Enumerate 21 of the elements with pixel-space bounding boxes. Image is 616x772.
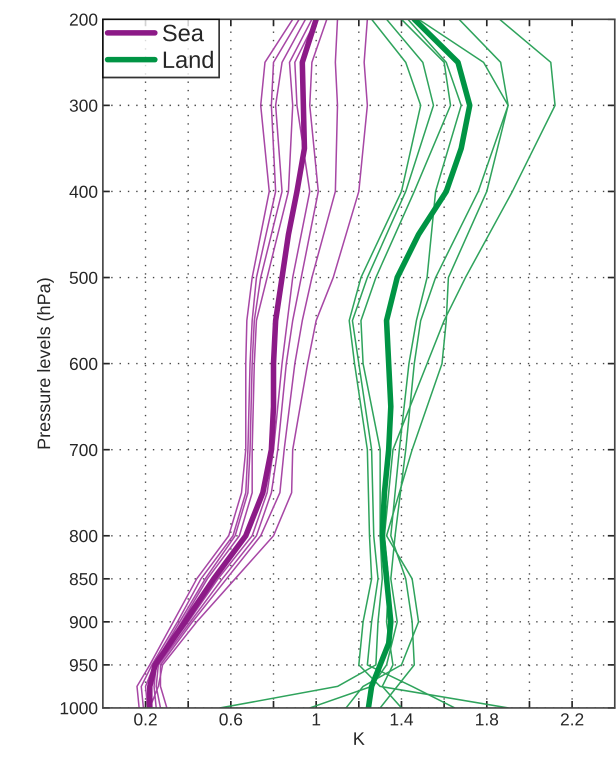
- y-tick-label: 700: [70, 444, 98, 456]
- y-tick-label: 1000: [60, 702, 98, 714]
- x-tick-label: 2.2: [560, 713, 584, 726]
- x-tick-label: 1.8: [476, 713, 498, 726]
- x-tick-label: 1: [312, 713, 320, 726]
- legend-label: Land: [164, 50, 213, 68]
- y-tick-label: 500: [70, 272, 98, 284]
- y-tick-label: 800: [70, 530, 98, 542]
- legend-label: Sea: [162, 24, 204, 42]
- y-tick-label: 600: [70, 358, 98, 370]
- y-tick-label: 850: [70, 572, 98, 586]
- y-axis-title: Pressure levels (hPa): [37, 278, 54, 448]
- y-tick-label: 950: [70, 659, 98, 672]
- x-tick-label: 1.4: [390, 713, 414, 726]
- y-tick-label: 400: [69, 186, 98, 198]
- y-tick-label: 200: [70, 13, 98, 26]
- x-axis-title: K: [354, 732, 365, 745]
- x-tick-label: 0.2: [134, 713, 157, 726]
- y-tick-label: 900: [70, 616, 98, 628]
- x-tick-label: 0.6: [219, 713, 242, 726]
- y-tick-label: 300: [70, 100, 98, 112]
